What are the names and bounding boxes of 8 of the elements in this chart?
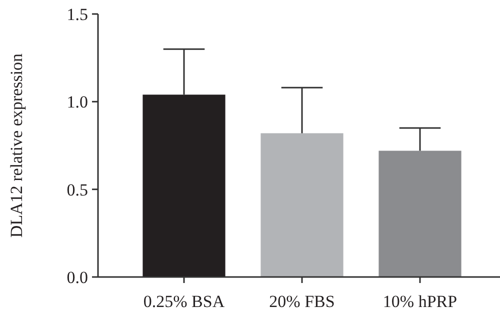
y-tick-label: 1.0 <box>66 92 88 112</box>
y-axis-title: DLA12 relative expression <box>7 52 26 238</box>
x-tick-label: 20% FBS <box>269 292 335 311</box>
x-tick-label: 10% hPRP <box>382 292 458 311</box>
y-tick-label: 0.0 <box>66 268 88 287</box>
y-tick-label: 1.5 <box>66 4 88 24</box>
y-tick-label: 0.5 <box>66 180 88 200</box>
x-tick-label: 0.25% BSA <box>143 292 226 311</box>
